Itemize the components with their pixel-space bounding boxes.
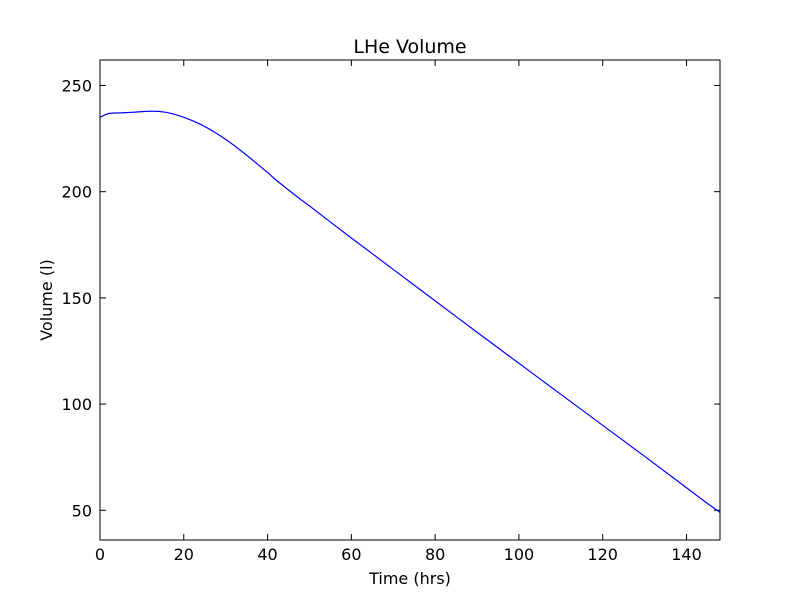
plot-area	[100, 60, 720, 540]
x-tick-label: 60	[341, 545, 361, 564]
y-tick-label: 100	[61, 395, 92, 414]
y-tick-label: 200	[61, 183, 92, 202]
x-tick-label: 40	[257, 545, 277, 564]
x-tick-label: 120	[587, 545, 618, 564]
y-tick-label: 50	[72, 501, 92, 520]
y-tick-label: 150	[61, 289, 92, 308]
x-tick-label: 140	[671, 545, 702, 564]
x-tick-label: 80	[425, 545, 445, 564]
x-axis-label: Time (hrs)	[368, 569, 451, 588]
y-axis-label: Volume (l)	[37, 259, 56, 341]
x-tick-label: 100	[504, 545, 535, 564]
chart-title: LHe Volume	[353, 36, 466, 58]
x-tick-label: 20	[174, 545, 194, 564]
series-line	[99, 110, 721, 513]
y-axis-ticks: 50 100 150 200 250	[61, 76, 720, 520]
plot-frame	[99, 59, 721, 541]
x-tick-label: 0	[95, 545, 105, 564]
x-axis-ticks: 0 20 40 60 80 100 120 140	[95, 60, 702, 564]
y-tick-label: 250	[61, 76, 92, 95]
